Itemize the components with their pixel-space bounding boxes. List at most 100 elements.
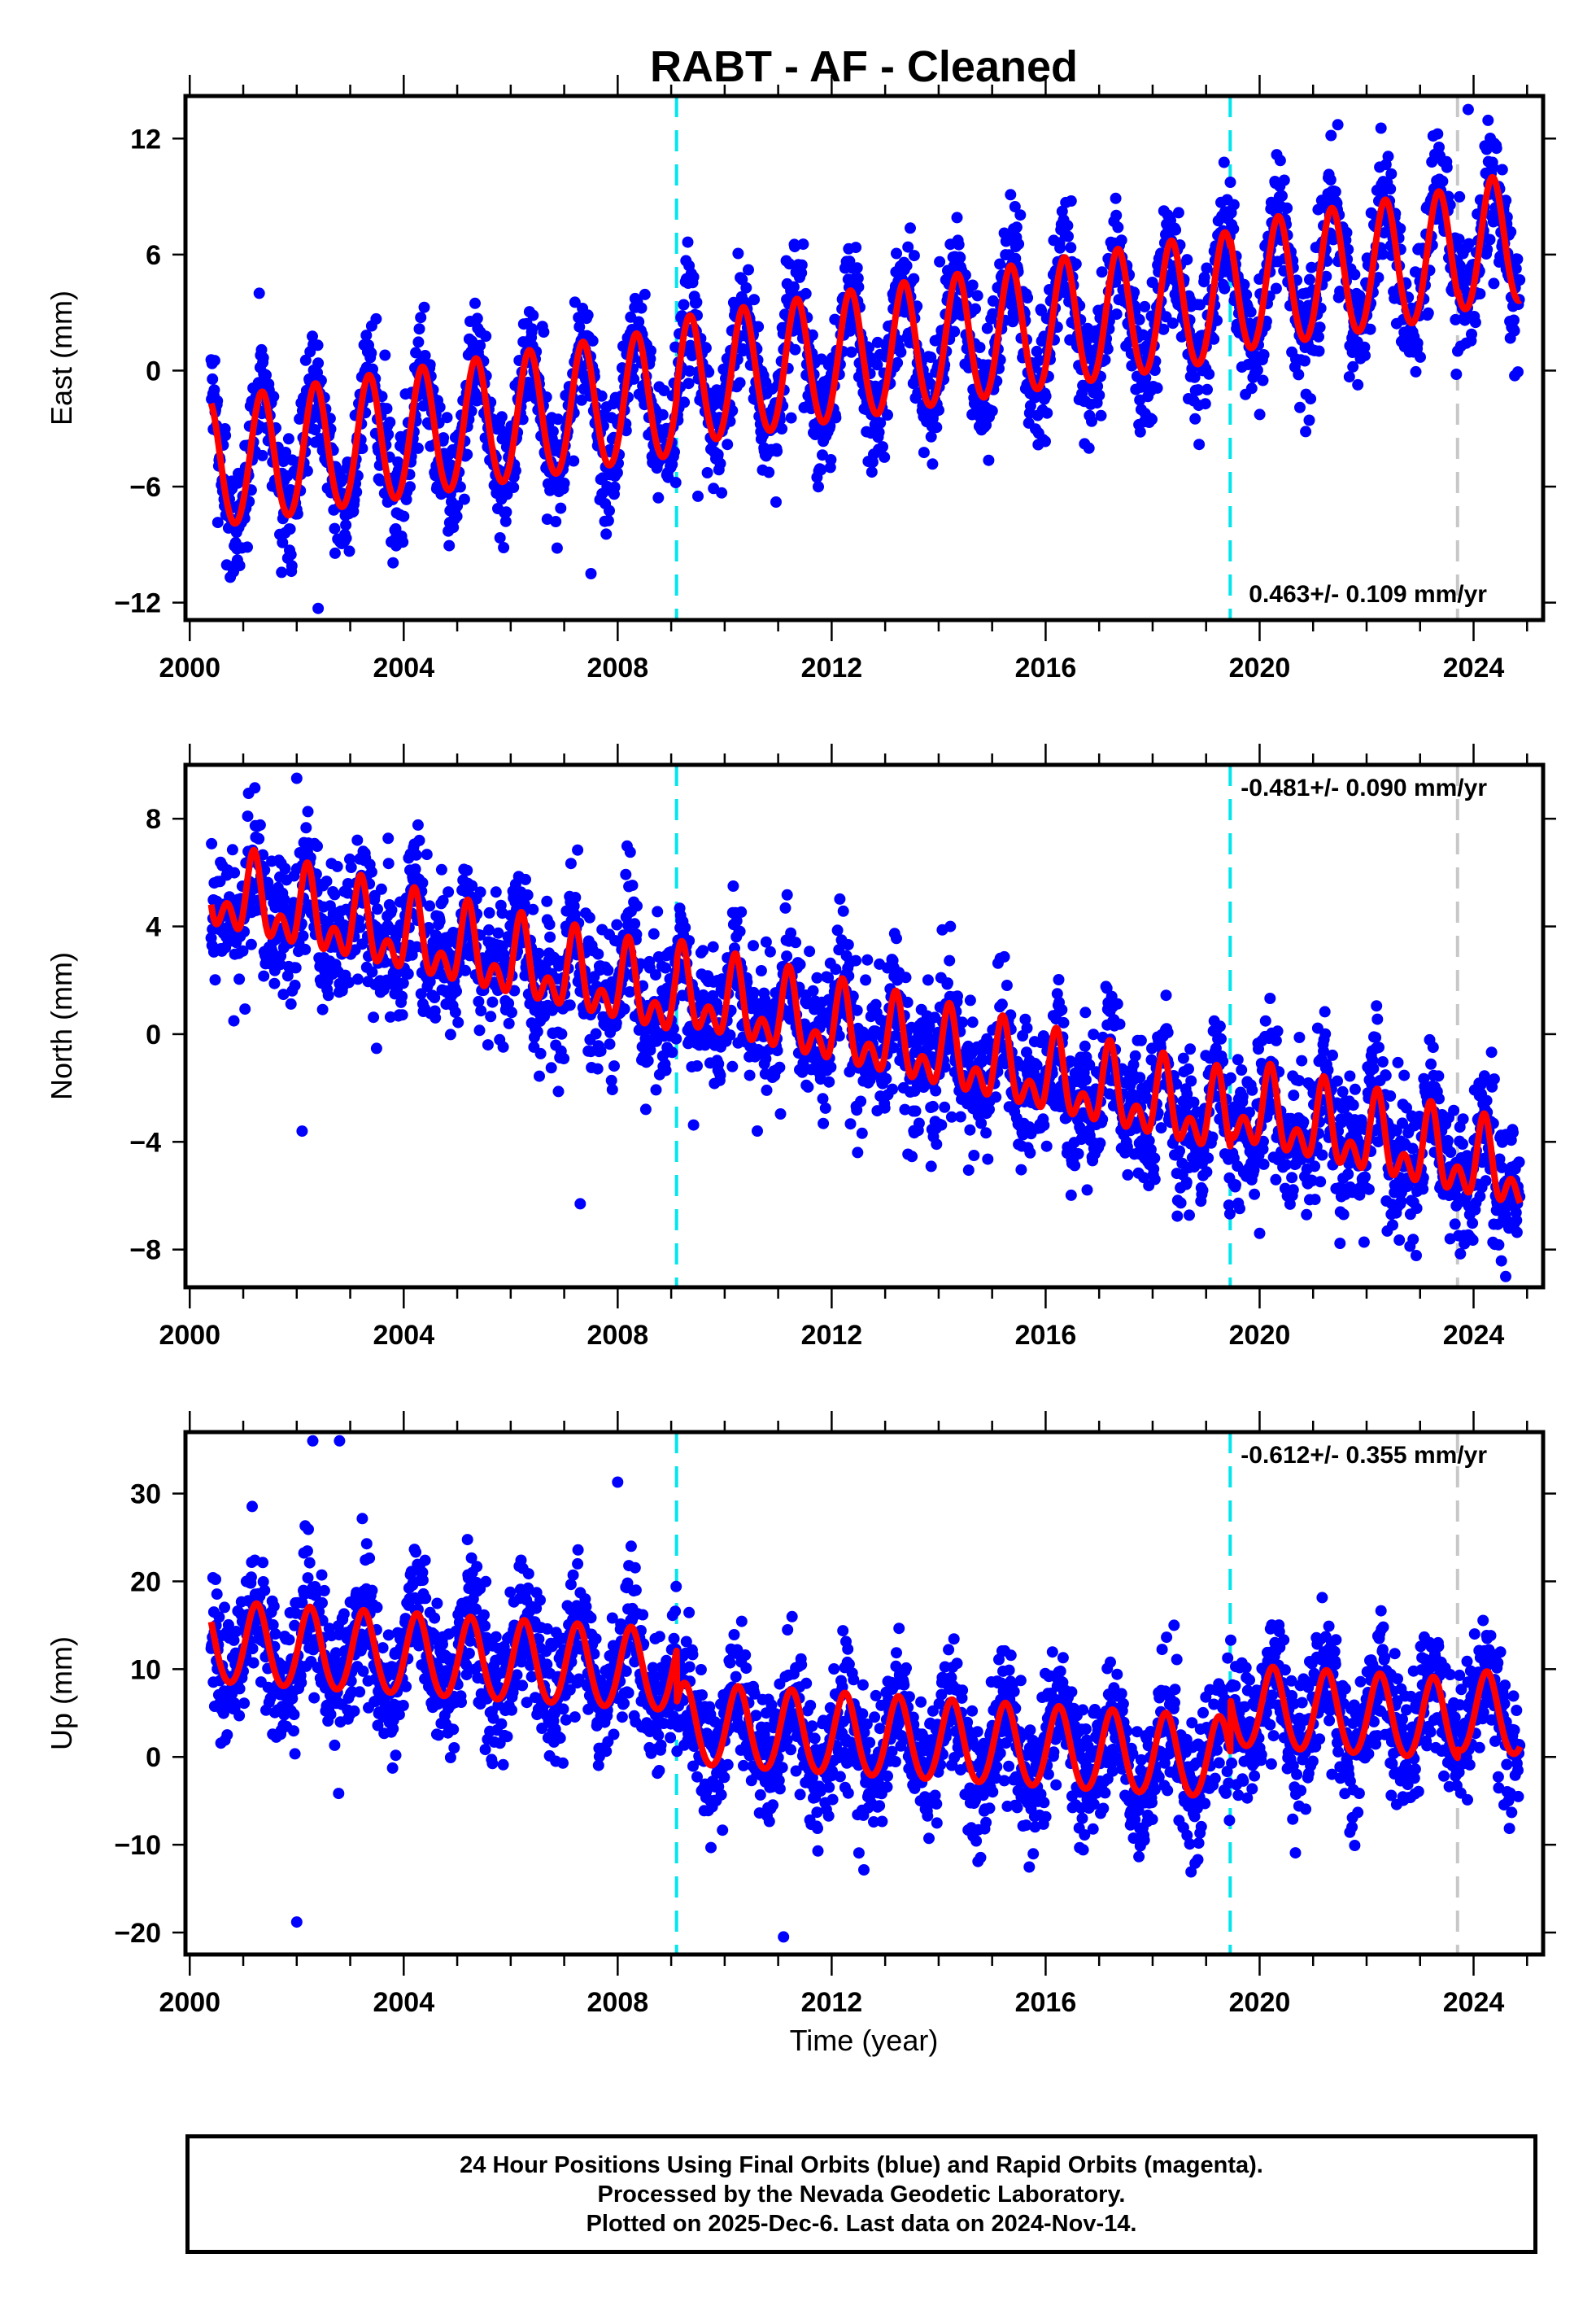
- data-point: [449, 1007, 461, 1019]
- data-point: [206, 837, 218, 849]
- data-point: [443, 539, 456, 552]
- data-point: [558, 477, 570, 489]
- data-point: [934, 255, 946, 268]
- data-point: [418, 301, 430, 313]
- data-point: [368, 1011, 380, 1024]
- data-point: [486, 996, 499, 1008]
- data-point: [1040, 1140, 1053, 1152]
- data-point: [1219, 282, 1231, 295]
- data-point: [521, 889, 534, 901]
- data-point: [370, 312, 382, 325]
- data-point: [856, 1127, 868, 1139]
- data-point: [494, 532, 506, 544]
- data-point: [541, 895, 553, 907]
- data-point: [823, 1076, 835, 1088]
- data-point: [434, 915, 446, 928]
- data-point: [1422, 307, 1434, 319]
- data-point: [618, 1003, 630, 1015]
- data-point: [277, 536, 289, 548]
- data-point: [734, 925, 746, 937]
- data-point: [669, 477, 682, 488]
- data-point: [901, 996, 914, 1008]
- data-point: [743, 264, 754, 276]
- data-point: [301, 465, 313, 477]
- data-point: [475, 1005, 487, 1017]
- data-point: [787, 281, 800, 293]
- data-point: [887, 1083, 898, 1095]
- data-point: [1385, 183, 1397, 195]
- data-point: [329, 522, 341, 535]
- data-point: [552, 1085, 565, 1098]
- data-point: [443, 886, 455, 898]
- data-point: [652, 491, 665, 504]
- data-point: [286, 560, 298, 572]
- data-point: [781, 950, 793, 963]
- data-point: [538, 326, 550, 338]
- data-point: [1115, 234, 1127, 247]
- data-point: [490, 886, 502, 898]
- data-point: [242, 810, 254, 823]
- data-point: [942, 977, 953, 989]
- data-point: [761, 1084, 773, 1096]
- data-point: [1224, 177, 1236, 188]
- data-point: [242, 541, 253, 553]
- data-point: [1056, 1004, 1068, 1015]
- data-point: [582, 309, 594, 321]
- data-point: [583, 911, 595, 924]
- data-point: [345, 862, 357, 873]
- chart-title: RABT - AF - Cleaned: [650, 42, 1078, 91]
- data-point: [1481, 243, 1494, 255]
- data-point: [951, 212, 963, 224]
- data-point: [1496, 164, 1508, 176]
- data-point: [1133, 313, 1145, 325]
- x-tick-label: 2016: [1015, 653, 1077, 684]
- data-point: [1096, 266, 1108, 278]
- data-point: [360, 330, 373, 342]
- data-point: [953, 238, 965, 251]
- data-point: [497, 1041, 509, 1053]
- data-point: [606, 1084, 618, 1096]
- data-point: [666, 1046, 678, 1059]
- data-point: [1151, 382, 1163, 394]
- data-point: [918, 447, 930, 459]
- data-point: [527, 903, 539, 915]
- data-point: [629, 918, 641, 930]
- data-point: [534, 1070, 545, 1082]
- data-point: [939, 1101, 951, 1113]
- data-point: [424, 900, 436, 912]
- data-point: [837, 905, 849, 917]
- data-point: [534, 1047, 547, 1059]
- data-point: [1281, 202, 1293, 214]
- velocity-rate-label-east: 0.463+/- 0.109 mm/yr: [1249, 581, 1487, 608]
- data-point: [1072, 1148, 1084, 1160]
- data-point: [797, 238, 809, 251]
- data-point: [980, 1127, 992, 1139]
- data-point: [253, 832, 265, 845]
- data-point: [483, 906, 495, 919]
- data-point: [1488, 277, 1500, 290]
- data-point: [922, 974, 934, 986]
- data-point: [547, 426, 559, 438]
- data-point: [1093, 389, 1105, 401]
- data-point: [499, 515, 512, 527]
- data-point: [678, 396, 691, 408]
- data-point: [412, 442, 424, 454]
- data-point: [620, 868, 632, 880]
- data-point: [381, 403, 393, 415]
- data-point: [1254, 408, 1266, 421]
- data-point: [572, 844, 584, 856]
- data-point: [1024, 1146, 1036, 1159]
- data-point: [983, 454, 995, 466]
- data-point: [1274, 155, 1286, 167]
- data-point: [882, 409, 893, 421]
- data-point: [834, 893, 846, 905]
- data-point: [707, 941, 719, 953]
- data-point: [819, 1102, 831, 1114]
- data-point: [735, 906, 748, 918]
- data-point: [1065, 195, 1077, 207]
- data-point: [900, 972, 912, 984]
- data-point: [520, 873, 531, 885]
- data-point: [343, 545, 355, 557]
- data-point: [1270, 282, 1282, 295]
- data-point: [444, 1029, 456, 1041]
